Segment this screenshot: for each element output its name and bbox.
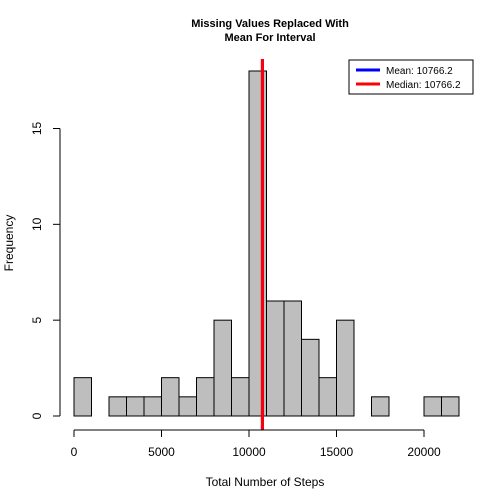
histogram-bar: [441, 396, 460, 417]
y-axis-label: Frequency: [2, 215, 16, 272]
x-tick-label: 0: [71, 445, 78, 459]
y-tick-label: 15: [30, 122, 44, 136]
histogram-bar: [178, 396, 197, 417]
histogram-bar: [423, 396, 442, 417]
histogram-bar: [231, 377, 250, 417]
legend-box: [348, 59, 474, 95]
x-tick-label: 20000: [407, 445, 441, 459]
x-axis-label: Total Number of Steps: [206, 475, 325, 489]
histogram-bar: [73, 377, 92, 417]
legend-entry-median: Median: 10766.2: [386, 80, 461, 91]
histogram-bar: [371, 396, 390, 417]
chart-title: Missing Values Replaced With Mean For In…: [191, 18, 349, 44]
x-tick-label: 10000: [232, 445, 266, 459]
histogram-bar: [196, 377, 215, 417]
legend: Mean: 10766.2 Median: 10766.2: [348, 59, 474, 95]
chart-title-line-1: Missing Values Replaced With: [191, 18, 349, 30]
histogram-bar: [161, 377, 180, 417]
x-axis: 0 5000 10000 15000 20000: [71, 429, 441, 459]
y-axis: 0 5 10 15: [30, 122, 61, 419]
histogram-bar: [301, 338, 320, 417]
histogram-bar: [318, 377, 337, 417]
histogram-bar: [143, 396, 162, 417]
histogram-bar: [283, 300, 302, 417]
chart-title-line-2: Mean For Interval: [224, 32, 315, 44]
histogram-bar: [126, 396, 145, 417]
histogram-bar: [213, 319, 232, 417]
legend-entry-mean: Mean: 10766.2: [386, 66, 453, 77]
y-tick-label: 10: [30, 217, 44, 231]
histogram-bar: [108, 396, 127, 417]
x-tick-label: 15000: [320, 445, 354, 459]
histogram-bar: [266, 300, 285, 417]
histogram-bars: [73, 70, 460, 417]
y-tick-label: 0: [30, 412, 44, 419]
y-tick-label: 5: [30, 317, 44, 324]
histogram-bar: [336, 319, 355, 417]
x-tick-label: 5000: [148, 445, 175, 459]
